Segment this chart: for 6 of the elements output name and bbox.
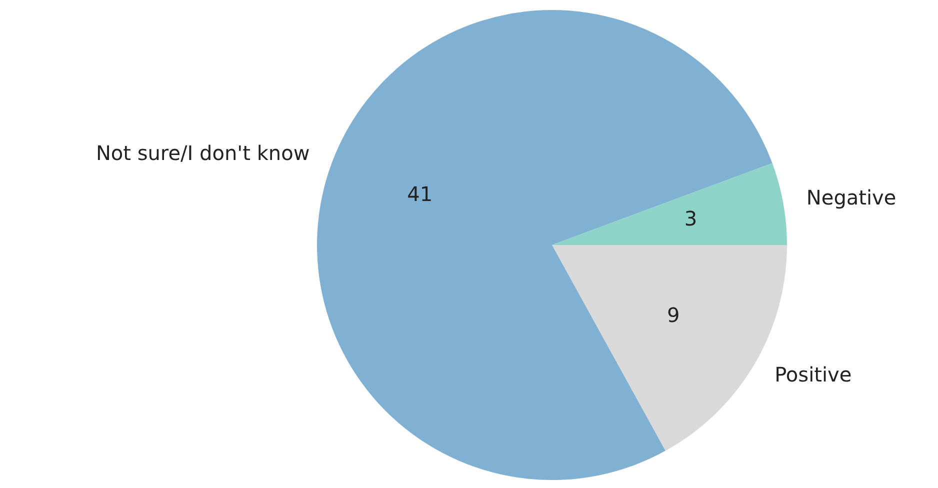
slice-label: Not sure/I don't know: [96, 141, 310, 166]
data-label: 3: [684, 206, 698, 230]
slice-label: Positive: [774, 362, 852, 387]
slice-label: Negative: [806, 185, 896, 210]
data-label: 41: [407, 182, 433, 206]
data-label: 9: [667, 302, 680, 327]
